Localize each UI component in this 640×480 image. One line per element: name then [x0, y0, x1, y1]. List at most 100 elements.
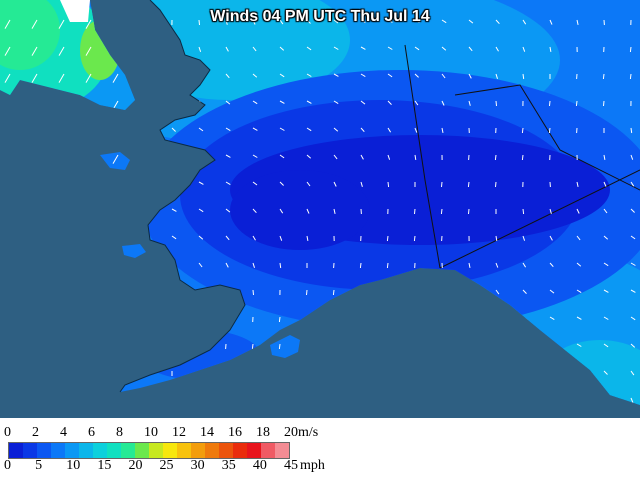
wind-arrow [602, 73, 605, 80]
wind-arrow [630, 208, 635, 213]
wind-arrow [603, 235, 609, 240]
wind-arrow [603, 100, 605, 107]
wind-arrow [306, 127, 312, 132]
wind-arrow [576, 262, 582, 267]
wind-arrow [112, 154, 119, 164]
wind-arrow [85, 46, 92, 56]
wind-arrow [279, 19, 284, 25]
scale-tick-label: 40 [252, 458, 267, 473]
wind-arrow [198, 46, 202, 52]
wind-arrow [252, 73, 258, 78]
scale-tick-label: 12 [172, 425, 186, 440]
wind-arrow [603, 370, 608, 375]
scale-tick-label: 20 [128, 458, 143, 473]
wind-arrow [225, 46, 229, 52]
wind-arrow [252, 262, 255, 268]
wind-arrow [630, 316, 636, 321]
wind-arrow [171, 235, 177, 240]
scale-tick-label: 4 [60, 425, 67, 440]
wind-arrow [225, 154, 231, 158]
scale-swatch [177, 443, 191, 458]
wind-arrow [333, 19, 339, 24]
wind-arrow [495, 235, 498, 241]
scale-swatch [121, 443, 135, 458]
wind-arrow [85, 19, 92, 29]
wind-arrow [629, 46, 632, 53]
wind-arrow [386, 235, 389, 242]
wind-arrow [549, 289, 555, 294]
scale-swatch [275, 443, 289, 458]
coastline [119, 0, 246, 393]
wind-arrow [414, 154, 417, 160]
wind-arrow [360, 154, 364, 160]
wind-arrow [225, 181, 231, 186]
wind-arrow [468, 46, 473, 52]
wind-arrow [333, 127, 339, 132]
wind-arrow [413, 235, 416, 242]
wind-arrow [171, 127, 176, 132]
wind-arrow [549, 19, 553, 25]
scale-swatch [65, 443, 79, 458]
wind-arrow [306, 181, 311, 187]
scale-swatch [9, 443, 23, 458]
wind-arrow [251, 343, 254, 350]
wind-arrow [279, 73, 285, 78]
wind-arrow [603, 289, 609, 293]
wind-arrow [441, 46, 447, 51]
wind-arrow [440, 208, 443, 215]
wind-arrow [252, 181, 258, 186]
scale-tick-label: 45 [284, 458, 298, 473]
wind-arrow [360, 127, 365, 133]
scale-swatch [261, 443, 275, 458]
no-data-area [60, 0, 90, 22]
wind-arrow [630, 289, 636, 293]
wind-arrow [630, 235, 636, 240]
wind-arrow [198, 235, 204, 240]
wind-arrow [576, 19, 579, 26]
wind-arrow [495, 100, 497, 107]
wind-arrow [441, 73, 446, 79]
wind-arrow [279, 262, 282, 269]
wind-arrow [58, 73, 65, 83]
scale-swatch [191, 443, 205, 458]
scale-swatch [93, 443, 107, 458]
wind-arrow [31, 46, 38, 56]
wind-arrow [279, 235, 283, 241]
scale-swatch [205, 443, 219, 458]
wind-arrow [387, 46, 393, 50]
wind-arrow [279, 46, 285, 51]
wind-arrow [630, 154, 634, 160]
wind-arrow [198, 208, 204, 213]
wind-arrow [548, 127, 551, 134]
scale-tick-label: 16 [228, 425, 242, 440]
wind-arrow [252, 289, 254, 296]
wind-arrow [225, 73, 230, 79]
wind-arrow [522, 262, 527, 268]
wind-arrow [387, 100, 392, 105]
wind-arrow [333, 154, 338, 160]
color-scale [8, 442, 290, 459]
scale-tick-label: 10 [144, 425, 158, 440]
wind-arrow [414, 73, 419, 78]
wind-arrow [252, 100, 258, 105]
scale-tick-label: 25 [159, 458, 174, 473]
scale-swatch [219, 443, 233, 458]
wind-arrow [629, 73, 632, 80]
wind-arrow [198, 19, 200, 26]
wind-arrow [387, 127, 392, 133]
wind-arrow [333, 46, 339, 50]
wind-arrow [576, 181, 579, 188]
wind-arrow [414, 100, 419, 106]
scale-tick-label: 5 [35, 458, 43, 473]
wind-arrow [306, 73, 312, 77]
wind-arrow [414, 208, 416, 215]
wind-arrow [630, 397, 634, 403]
wind-arrow [387, 73, 393, 78]
wind-arrow [85, 73, 92, 83]
ms-unit-label: m/s [298, 425, 319, 440]
scale-swatch [51, 443, 65, 458]
wind-arrow [414, 19, 420, 23]
wind-arrow [522, 19, 527, 25]
wind-arrow [549, 316, 555, 321]
wind-arrow [225, 208, 231, 213]
